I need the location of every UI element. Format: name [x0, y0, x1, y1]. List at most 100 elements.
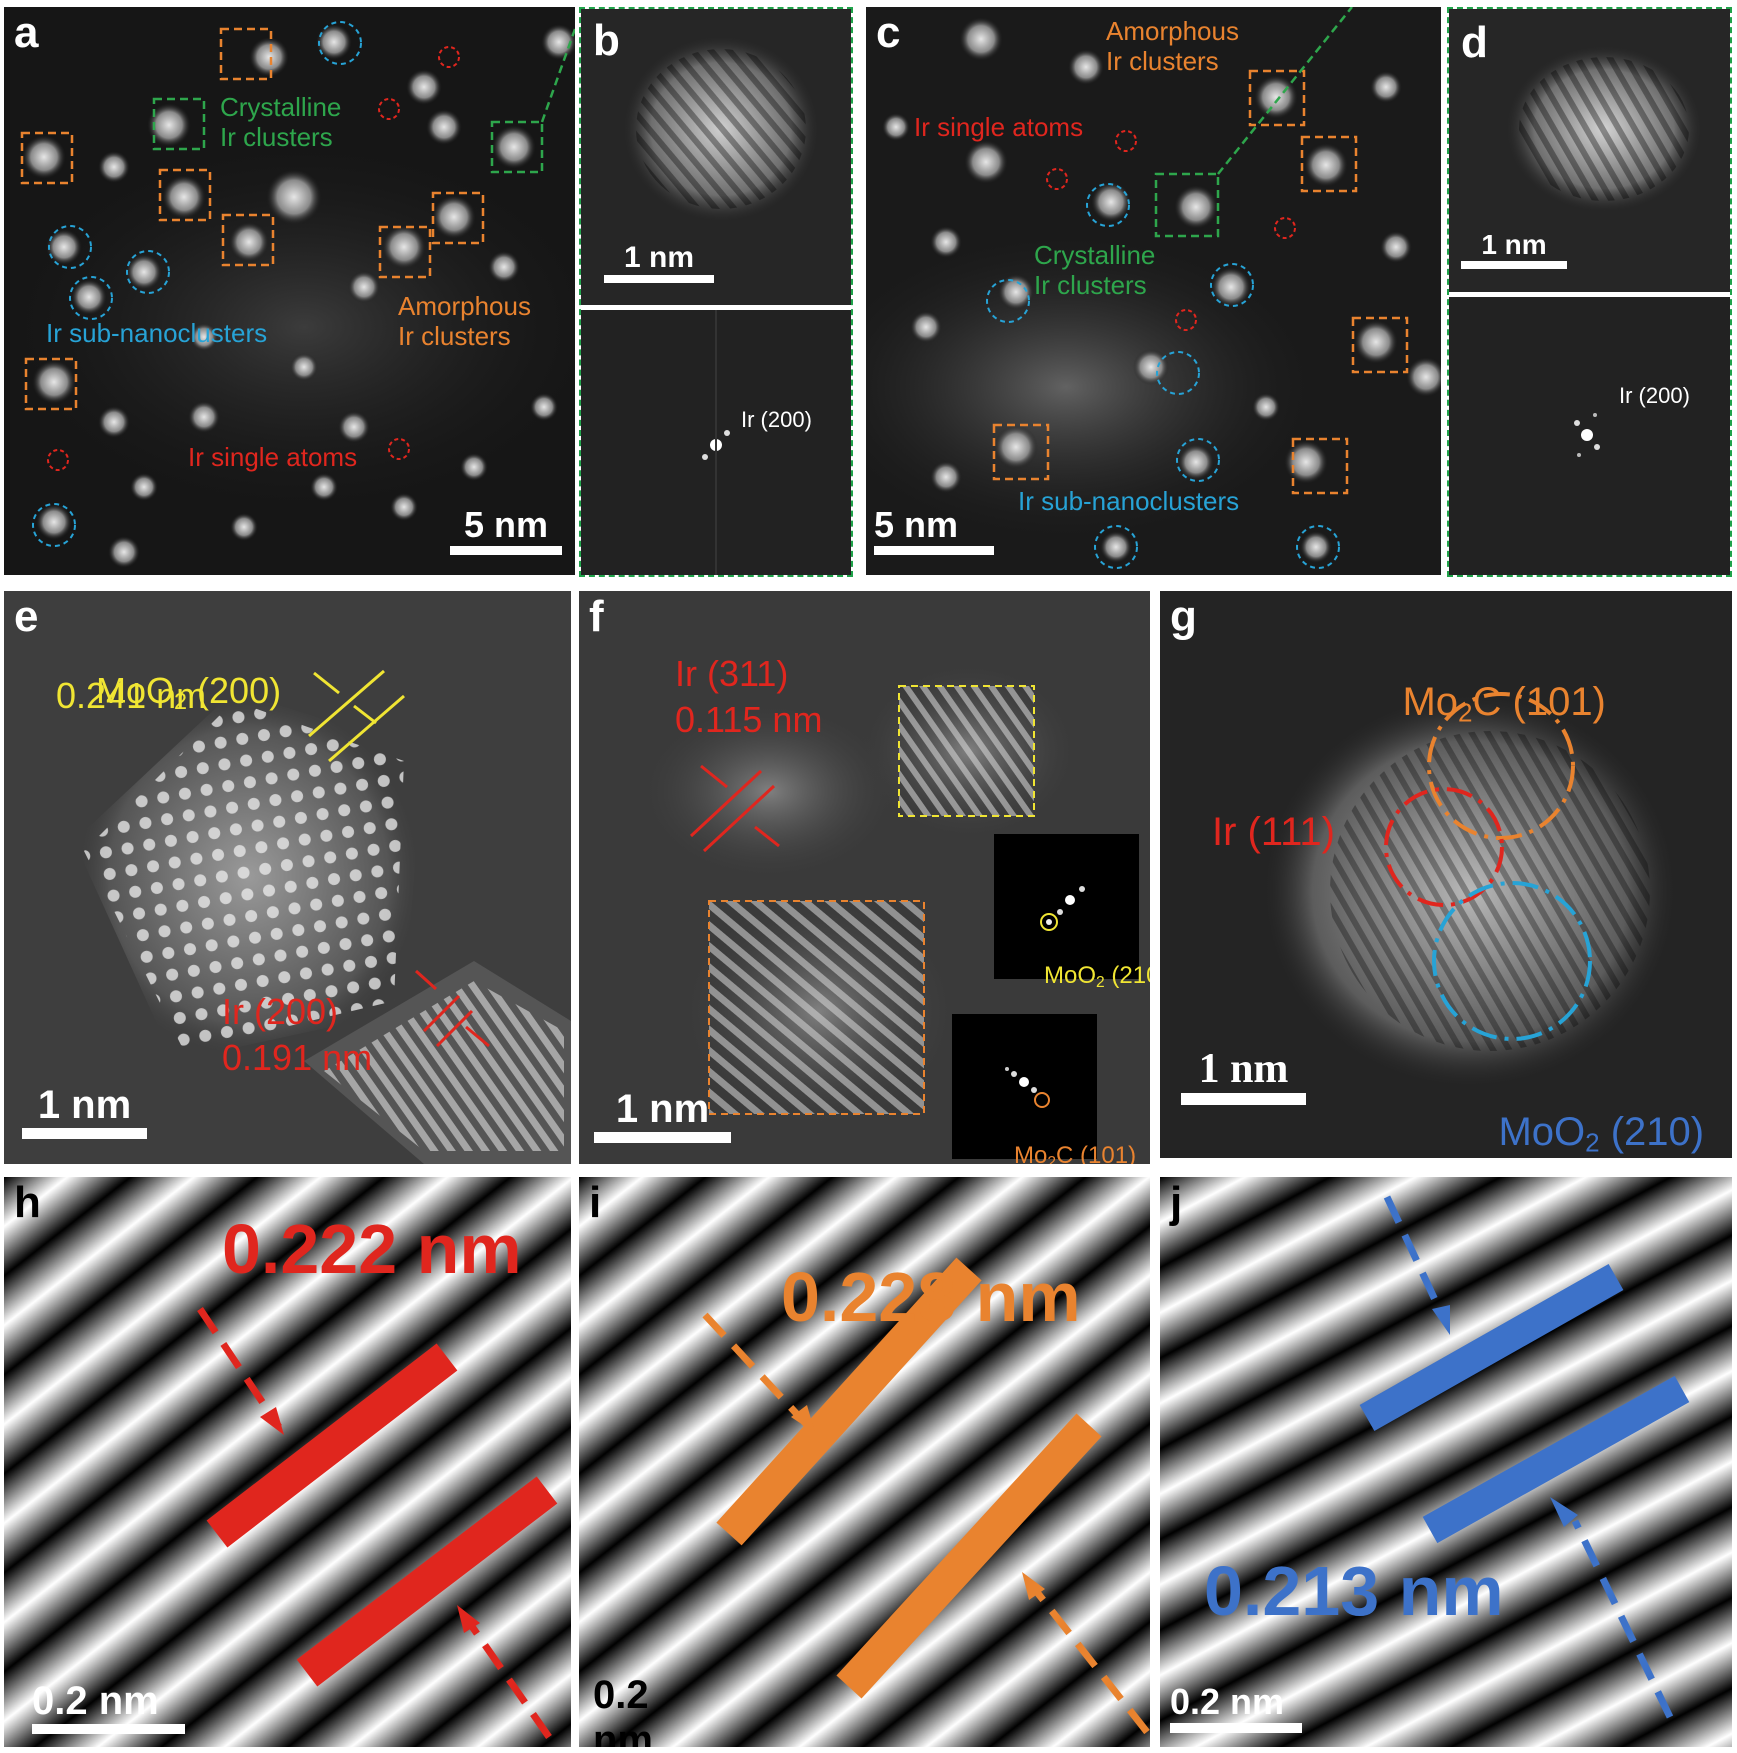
scale-line [874, 546, 994, 555]
panel-letter-i: i [589, 1178, 602, 1227]
scale-bar-a: 5 nm [450, 504, 562, 555]
label-mo2c-subscript: 2 [1458, 697, 1473, 728]
scale-label: 5 nm [874, 504, 959, 545]
scale-line [450, 546, 562, 555]
scale-bar-j: 0.2 nm [1170, 1681, 1302, 1733]
filtered-lattice-j [1160, 1177, 1732, 1747]
label-moo2-text: MoO [96, 670, 175, 712]
label-ir-sub-nanoclusters-c: Ir sub-nanoclusters [1018, 486, 1240, 516]
panel-a: a Crystalline Ir clusters Amorphous Ir c… [4, 7, 575, 575]
panel-letter-j: j [1170, 1178, 1183, 1227]
label-spacing-h: 0.222 nm [222, 1210, 522, 1288]
panel-letter-f: f [589, 592, 604, 641]
label-amorphous-ir-clusters-c: Amorphous Ir clusters [1106, 16, 1239, 76]
panel-letter-c: c [876, 8, 901, 57]
scale-label: 0.2 nm [32, 1679, 159, 1723]
label-spacing-j: 0.213 nm [1204, 1552, 1504, 1630]
scale-line [1461, 261, 1567, 269]
scale-label: 0.2 nm [1170, 1681, 1285, 1722]
panel-f: MoO2 (210) Mo2C (101) f Ir (311) 0.115 n… [579, 591, 1150, 1164]
label-mo2c-101: Mo2C (101) [1358, 633, 1606, 771]
scale-line [604, 275, 714, 283]
scale-bar-f: 1 nm [594, 1087, 731, 1143]
label-ir-sub-nanoclusters: Ir sub-nanoclusters [46, 318, 268, 348]
panel-b-hrtem [581, 9, 851, 305]
scale-line [32, 1724, 185, 1734]
label-moo2-spacing: 0.241 nm [56, 675, 207, 716]
label-ir-200: Ir (200) [222, 991, 339, 1032]
panel-d: 1 nm Ir (200) d [1447, 7, 1732, 577]
hrtem-image-g [1160, 591, 1732, 1158]
label-mo2c-tail: C (101) [1472, 680, 1606, 724]
scale-label: 1 nm [1198, 1046, 1289, 1092]
haadf-image-a [4, 7, 575, 575]
scale-bar-e: 1 nm [22, 1083, 147, 1139]
panel-h: h 0.222 nm 0.2 nm [4, 1177, 571, 1747]
inset-fft-moo2: MoO2 (210) [994, 834, 1150, 990]
panel-i: i 0.228 nm 0.2 nm [579, 1177, 1150, 1747]
label-moo2-subscript: 2 [1585, 1127, 1600, 1158]
label-amorphous-ir-clusters: Amorphous Ir clusters [398, 291, 531, 351]
label-moo2-subscript: 2 [174, 688, 188, 715]
inset-mo2c-subscript: 2 [1047, 1153, 1057, 1164]
label-ir-spacing: 0.191 nm [222, 1037, 373, 1078]
scale-line [1181, 1093, 1306, 1105]
panel-letter-b: b [593, 16, 620, 65]
label-crystalline-ir-clusters: Crystalline Ir clusters [220, 92, 342, 152]
scale-bar-g: 1 nm [1181, 1045, 1306, 1105]
scale-label: 1 nm [615, 1087, 710, 1131]
panel-g: g Mo2C (101) Ir (111) MoO2 (210) 1 nm [1160, 591, 1732, 1158]
label-moo2-text: MoO [1498, 1110, 1586, 1154]
inset-label-mo2c-101: Mo2C (101) [974, 1114, 1136, 1164]
panel-d-fft [1449, 297, 1730, 575]
scale-bar-i: 0.2 nm [593, 1673, 717, 1747]
inset-fft-mo2c: Mo2C (101) [952, 1014, 1136, 1164]
panel-e: e MoO2 (200) 0.241 nm Ir (200) 0.191 nm … [4, 591, 571, 1164]
panel-j: j 0.213 nm 0.2 nm [1160, 1177, 1732, 1747]
inset-label-moo2-210: MoO2 (210) [1004, 934, 1150, 1017]
scale-line [594, 1132, 731, 1143]
label-ir-311-spacing: 0.115 nm [675, 699, 823, 740]
scale-label: 1 nm [37, 1083, 132, 1127]
haadf-image-c [866, 7, 1441, 575]
scale-bar-b: 1 nm [604, 241, 714, 283]
label-spacing-i: 0.228 nm [781, 1258, 1081, 1336]
scale-bar-h: 0.2 nm [32, 1679, 185, 1734]
label-ir-111: Ir (111) [1212, 810, 1335, 854]
label-ir-single-atoms-c: Ir single atoms [914, 112, 1084, 142]
scale-line [22, 1128, 147, 1139]
panel-letter-a: a [14, 8, 39, 57]
panel-c: c Amorphous Ir clusters Ir single atoms … [866, 7, 1441, 575]
scale-label: 5 nm [463, 504, 549, 545]
scale-bar-d: 1 nm [1461, 229, 1567, 269]
scale-line [1170, 1723, 1302, 1733]
label-mo2c-text: Mo [1402, 680, 1459, 724]
label-moo2-200: MoO2 (200) [56, 629, 281, 753]
label-moo2-210: MoO2 (210) [1454, 1063, 1704, 1158]
filtered-lattice-h [4, 1177, 571, 1747]
label-ir-single-atoms: Ir single atoms [188, 442, 358, 472]
panel-letter-h: h [14, 1178, 41, 1227]
panel-letter-d: d [1461, 18, 1488, 67]
panel-d-hrtem [1449, 9, 1730, 292]
scale-label: 1 nm [1481, 229, 1547, 260]
label-moo2-plane: (200) [187, 670, 282, 712]
inset-moo2-subscript: 2 [1096, 973, 1105, 991]
hrtem-image-e [4, 591, 571, 1164]
panel-b: 1 nm Ir (200) b [579, 7, 853, 577]
inset-mo2c-tail: C (101) [1056, 1141, 1137, 1164]
label-crystalline-ir-clusters-c: Crystalline Ir clusters [1034, 240, 1156, 300]
label-moo2-plane: (210) [1599, 1110, 1705, 1154]
label-ir-311: Ir (311) [675, 653, 789, 694]
fft-label-d: Ir (200) [1619, 383, 1690, 408]
filtered-lattice-i [579, 1177, 1150, 1747]
panel-letter-e: e [14, 592, 39, 641]
scale-bar-c: 5 nm [874, 504, 994, 555]
scale-label: 0.2 nm [593, 1673, 653, 1747]
scale-label: 1 nm [623, 241, 695, 274]
inset-mo2c-text: Mo [1014, 1141, 1048, 1164]
fft-label-b: Ir (200) [741, 407, 812, 432]
panel-b-fft [581, 310, 851, 575]
inset-moo2-text: MoO [1044, 961, 1097, 989]
inset-moo2-plane: (210) [1111, 961, 1150, 989]
